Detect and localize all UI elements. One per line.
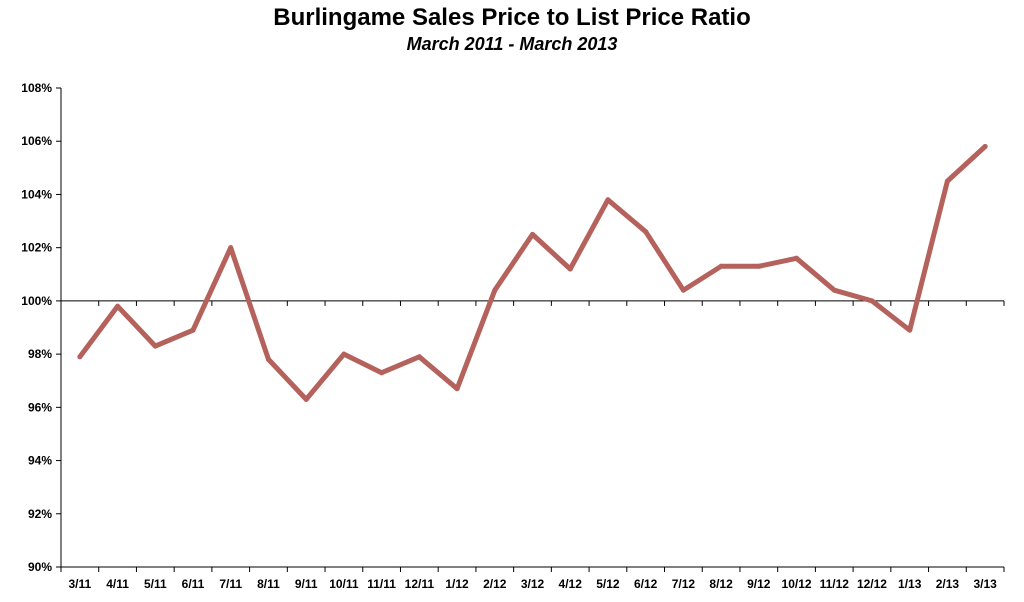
- x-tick-label: 12/12: [857, 577, 887, 591]
- y-tick-label: 96%: [28, 400, 52, 414]
- x-tick-label: 6/11: [182, 577, 205, 591]
- chart-subtitle: March 2011 - March 2013: [406, 34, 618, 54]
- data-point: [869, 298, 875, 304]
- data-point: [907, 327, 913, 333]
- series-group: [77, 144, 988, 402]
- data-point: [605, 197, 611, 203]
- x-tick-label: 5/12: [596, 577, 620, 591]
- y-tick-label: 94%: [28, 454, 52, 468]
- x-tick-label: 11/12: [820, 577, 850, 591]
- data-point: [643, 229, 649, 235]
- data-point: [492, 287, 498, 293]
- data-point: [680, 287, 686, 293]
- data-point: [303, 396, 309, 402]
- x-tick-label: 9/11: [295, 577, 318, 591]
- x-axis: 3/11 4/11 5/11 6/11 7/11 8/11 9/11 10/11 11/11 12…: [60, 566, 1005, 591]
- chart-title: Burlingame Sales Price to List Price Rat…: [273, 4, 751, 31]
- y-tick-label: 108%: [21, 81, 52, 95]
- x-tick-label: 1/13: [898, 577, 922, 591]
- x-tick-label: 4/12: [559, 577, 583, 591]
- data-point: [794, 255, 800, 261]
- x-tick-label: 2/12: [483, 577, 507, 591]
- data-point: [77, 354, 83, 360]
- x-tick-label: 11/11: [367, 577, 396, 591]
- x-tick-label: 5/11: [144, 577, 167, 591]
- data-point: [228, 245, 234, 251]
- data-point: [944, 178, 950, 184]
- data-point: [341, 351, 347, 357]
- x-tick-label: 7/11: [219, 577, 242, 591]
- data-point: [265, 356, 271, 362]
- data-point: [454, 386, 460, 392]
- x-tick-label: 8/11: [257, 577, 280, 591]
- y-axis: 90% 92% 94% 96% 98% 100% 102% 104% 106% 108%: [21, 81, 62, 574]
- x-tick-label: 3/13: [973, 577, 997, 591]
- y-tick-label: 102%: [21, 241, 52, 255]
- series-line: [77, 144, 988, 402]
- data-point: [379, 370, 385, 376]
- data-point: [831, 287, 837, 293]
- y-tick-label: 90%: [28, 560, 52, 574]
- data-point: [416, 354, 422, 360]
- data-point: [152, 343, 158, 349]
- x-tick-label: 9/12: [747, 577, 771, 591]
- data-point: [567, 266, 573, 272]
- x-tick-label: 1/12: [445, 577, 469, 591]
- y-tick-label: 92%: [28, 507, 52, 521]
- x-tick-label: 3/12: [521, 577, 545, 591]
- x-tick-label: 2/13: [936, 577, 960, 591]
- x-tick-label: 3/11: [69, 577, 92, 591]
- data-point: [190, 327, 196, 333]
- x-tick-label: 8/12: [709, 577, 733, 591]
- y-tick-label: 98%: [28, 347, 52, 361]
- data-point: [756, 263, 762, 269]
- x-tick-label: 12/11: [405, 577, 435, 591]
- x-tick-label: 4/11: [106, 577, 129, 591]
- x-tick-label: 10/12: [782, 577, 812, 591]
- x-tick-label: 6/12: [634, 577, 658, 591]
- y-tick-label: 100%: [21, 294, 52, 308]
- data-point: [115, 303, 121, 309]
- x-tick-label: 10/11: [329, 577, 359, 591]
- data-point: [982, 144, 988, 150]
- reference-line-group: [61, 300, 1005, 306]
- data-point: [718, 263, 724, 269]
- y-tick-label: 106%: [21, 134, 52, 148]
- data-point: [530, 231, 535, 237]
- x-tick-label: 7/12: [672, 577, 696, 591]
- y-tick-label: 104%: [21, 187, 52, 201]
